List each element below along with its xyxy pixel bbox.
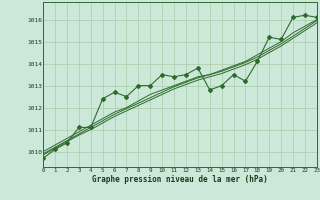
X-axis label: Graphe pression niveau de la mer (hPa): Graphe pression niveau de la mer (hPa) (92, 175, 268, 184)
